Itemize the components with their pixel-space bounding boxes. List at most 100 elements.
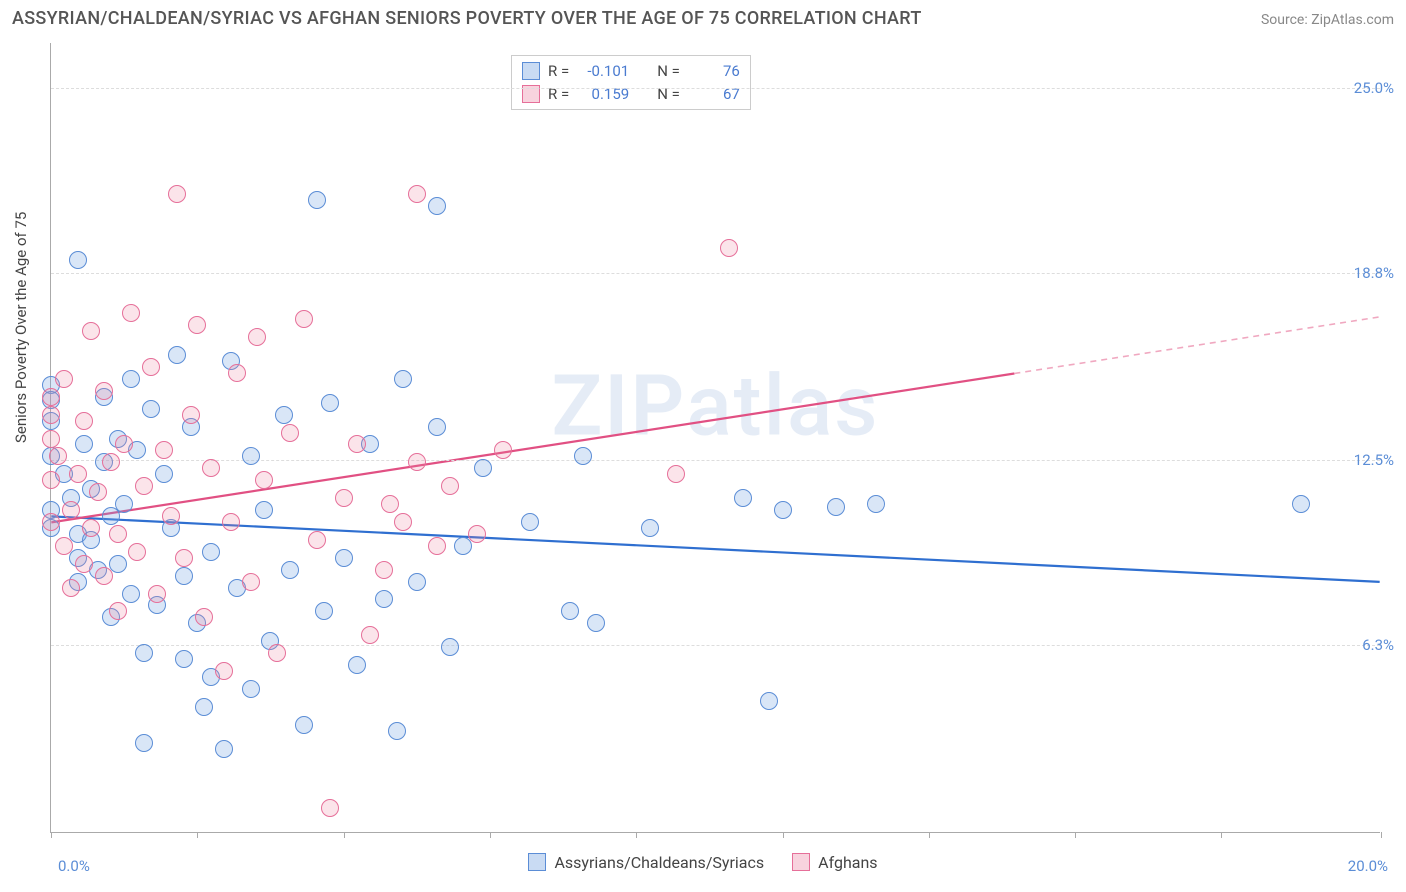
stats-legend: R =-0.101N =76R =0.159N =67 <box>511 55 751 110</box>
y-tick-label: 25.0% <box>1354 79 1394 97</box>
data-point <box>82 519 100 537</box>
data-point <box>720 239 738 257</box>
data-point <box>55 537 73 555</box>
data-point <box>408 453 426 471</box>
data-point <box>42 471 60 489</box>
data-point <box>281 561 299 579</box>
gridline <box>51 273 1380 274</box>
x-tick <box>197 832 198 838</box>
data-point <box>69 251 87 269</box>
n-value: 67 <box>688 83 740 106</box>
data-point <box>122 370 140 388</box>
data-point <box>375 590 393 608</box>
data-point <box>734 489 752 507</box>
data-point <box>321 799 339 817</box>
data-point <box>62 501 80 519</box>
data-point <box>255 471 273 489</box>
data-point <box>95 382 113 400</box>
trend-lines <box>51 43 1380 832</box>
data-point <box>521 513 539 531</box>
x-tick <box>929 832 930 838</box>
data-point <box>49 447 67 465</box>
data-point <box>441 638 459 656</box>
data-point <box>308 531 326 549</box>
data-point <box>641 519 659 537</box>
data-point <box>394 370 412 388</box>
data-point <box>428 537 446 555</box>
n-value: 76 <box>688 60 740 83</box>
data-point <box>162 507 180 525</box>
x-tick <box>636 832 637 838</box>
r-value: 0.159 <box>577 83 629 106</box>
y-axis-label: Seniors Poverty Over the Age of 75 <box>12 212 30 443</box>
data-point <box>102 453 120 471</box>
data-point <box>55 370 73 388</box>
data-point <box>175 567 193 585</box>
legend-label: Afghans <box>818 853 877 872</box>
data-point <box>142 400 160 418</box>
chart-container: Seniors Poverty Over the Age of 75 ZIPat… <box>0 33 1406 883</box>
legend-item: Assyrians/Chaldeans/Syriacs <box>528 853 764 872</box>
data-point <box>275 406 293 424</box>
data-point <box>760 692 778 710</box>
chart-title: ASSYRIAN/CHALDEAN/SYRIAC VS AFGHAN SENIO… <box>12 8 922 29</box>
data-point <box>155 441 173 459</box>
r-value: -0.101 <box>577 60 629 83</box>
data-point <box>115 495 133 513</box>
data-point <box>89 483 107 501</box>
gridline <box>51 88 1380 89</box>
data-point <box>361 626 379 644</box>
data-point <box>867 495 885 513</box>
x-tick <box>51 832 52 838</box>
data-point <box>348 656 366 674</box>
data-point <box>268 644 286 662</box>
data-point <box>242 447 260 465</box>
x-tick <box>1075 832 1076 838</box>
data-point <box>428 197 446 215</box>
data-point <box>561 602 579 620</box>
data-point <box>122 304 140 322</box>
data-point <box>195 698 213 716</box>
data-point <box>215 662 233 680</box>
data-point <box>335 489 353 507</box>
data-point <box>827 498 845 516</box>
data-point <box>348 435 366 453</box>
data-point <box>75 555 93 573</box>
data-point <box>394 513 412 531</box>
legend-swatch <box>792 853 810 871</box>
data-point <box>42 406 60 424</box>
data-point <box>202 543 220 561</box>
data-point <box>168 346 186 364</box>
data-point <box>75 412 93 430</box>
data-point <box>468 525 486 543</box>
data-point <box>195 608 213 626</box>
data-point <box>587 614 605 632</box>
stats-row: R =-0.101N =76 <box>522 60 740 83</box>
data-point <box>135 644 153 662</box>
r-label: R = <box>548 60 569 83</box>
data-point <box>188 316 206 334</box>
legend-swatch <box>522 62 540 80</box>
data-point <box>375 561 393 579</box>
data-point <box>42 513 60 531</box>
legend-item: Afghans <box>792 853 877 872</box>
data-point <box>335 549 353 567</box>
data-point <box>255 501 273 519</box>
data-point <box>242 573 260 591</box>
data-point <box>474 459 492 477</box>
data-point <box>388 722 406 740</box>
data-point <box>168 185 186 203</box>
data-point <box>574 447 592 465</box>
y-tick-label: 12.5% <box>1354 451 1394 469</box>
data-point <box>95 567 113 585</box>
y-tick-label: 6.3% <box>1362 636 1394 654</box>
data-point <box>428 418 446 436</box>
data-point <box>148 585 166 603</box>
data-point <box>321 394 339 412</box>
data-point <box>774 501 792 519</box>
data-point <box>248 328 266 346</box>
data-point <box>441 477 459 495</box>
data-point <box>115 435 133 453</box>
data-point <box>82 322 100 340</box>
x-tick <box>1381 832 1382 838</box>
